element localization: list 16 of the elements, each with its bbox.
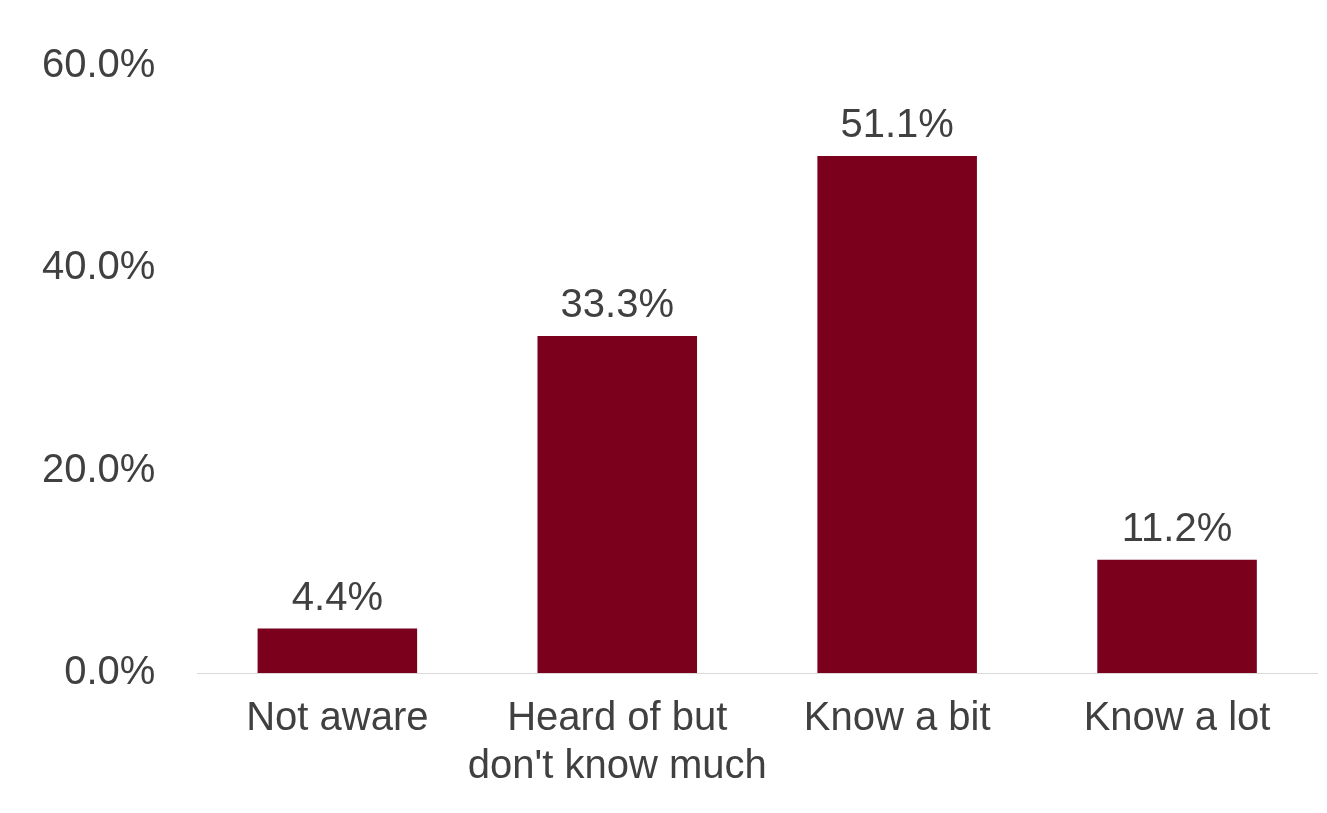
bar xyxy=(537,336,698,673)
x-tick-label: Not aware xyxy=(246,694,429,739)
data-label: 33.3% xyxy=(560,281,674,326)
y-tick-label: 0.0% xyxy=(64,648,156,693)
bar xyxy=(817,156,977,673)
bar xyxy=(257,628,418,673)
y-tick-label: 40.0% xyxy=(42,243,156,288)
bar xyxy=(1097,559,1257,673)
x-tick-label: Heard of but don't know much xyxy=(467,694,767,787)
x-tick-label: Know a lot xyxy=(1083,694,1271,739)
data-label: 11.2% xyxy=(1121,504,1233,549)
y-tick-label: 60.0% xyxy=(42,41,156,86)
data-label: 4.4% xyxy=(291,573,383,618)
y-tick-label: 20.0% xyxy=(42,445,156,490)
data-label: 51.1% xyxy=(840,101,954,146)
x-tick-label: Know a bit xyxy=(803,694,991,739)
